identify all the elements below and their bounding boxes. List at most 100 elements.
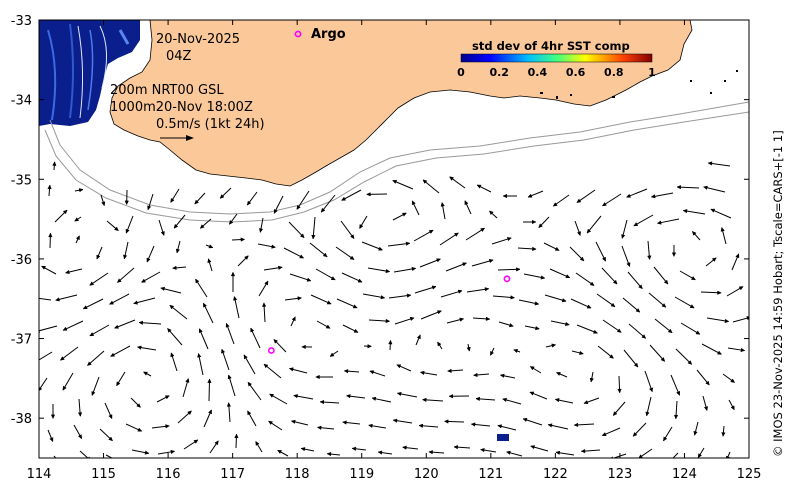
colorbar-tick-label: 0.4 bbox=[528, 66, 548, 79]
current-arrow-head bbox=[527, 193, 533, 198]
current-arrow-head bbox=[58, 461, 62, 465]
current-arrow-head bbox=[170, 449, 176, 455]
current-arrow-head bbox=[660, 357, 666, 362]
current-arrow-head bbox=[89, 332, 95, 337]
current-arrow-head bbox=[480, 447, 485, 453]
current-arrow-head bbox=[449, 176, 454, 181]
current-arrow-head bbox=[663, 436, 668, 442]
current-arrow-head bbox=[164, 395, 170, 400]
y-tick-label: -38 bbox=[11, 412, 32, 427]
plot-frame bbox=[38, 19, 750, 459]
current-arrow-head bbox=[65, 269, 70, 275]
current-arrow-head bbox=[617, 388, 622, 394]
current-arrow-head bbox=[278, 265, 283, 270]
current-arrow-head bbox=[219, 194, 225, 199]
current-arrow-head bbox=[540, 275, 546, 280]
current-arrow-head bbox=[49, 437, 54, 443]
current-arrow-head bbox=[385, 268, 391, 274]
current-arrow-head bbox=[626, 262, 631, 268]
current-arrow-head bbox=[89, 281, 95, 286]
current-arrow-head bbox=[299, 254, 305, 259]
current-arrow-head bbox=[137, 427, 143, 432]
current-arrow-head bbox=[554, 246, 560, 251]
current-arrow-head bbox=[717, 350, 722, 355]
current-arrow-head bbox=[490, 350, 495, 356]
current-arrow-head bbox=[436, 310, 442, 315]
current-arrow-head bbox=[234, 433, 239, 439]
current-arrow-head bbox=[301, 344, 306, 350]
current-arrow-head bbox=[583, 400, 589, 405]
current-arrow bbox=[105, 454, 113, 458]
current-arrow-head bbox=[144, 450, 150, 455]
current-arrow-head bbox=[143, 371, 148, 376]
contour-legend-line-1: 200m NRT00 GSL bbox=[110, 83, 224, 98]
current-arrow-head bbox=[246, 200, 252, 206]
current-arrow-head bbox=[661, 303, 667, 308]
current-arrow-head bbox=[593, 329, 598, 334]
current-arrow-head bbox=[114, 226, 119, 232]
current-arrow-head bbox=[116, 459, 120, 462]
current-arrow-head bbox=[485, 316, 491, 321]
current-arrow-head bbox=[635, 308, 641, 313]
current-arrow-head bbox=[406, 293, 412, 298]
current-arrow-head bbox=[228, 219, 234, 225]
x-tick-label: 118 bbox=[285, 467, 310, 482]
current-arrow-head bbox=[676, 185, 681, 190]
current-arrow-head bbox=[576, 198, 582, 203]
x-tick-label: 122 bbox=[543, 467, 568, 482]
x-axis: 114 115 116 117 118 119 120 121 122 123 124 125 bbox=[27, 20, 761, 482]
current-arrow-head bbox=[62, 326, 68, 331]
current-arrow bbox=[53, 455, 57, 458]
current-arrow-head bbox=[707, 161, 713, 166]
x-tick-label: 116 bbox=[156, 467, 181, 482]
current-arrow-head bbox=[258, 228, 264, 233]
current-arrows bbox=[39, 161, 749, 465]
current-arrow-head bbox=[50, 414, 56, 420]
x-tick-label: 120 bbox=[414, 467, 439, 482]
x-tick-label: 119 bbox=[349, 467, 374, 482]
current-arrow-head bbox=[173, 223, 179, 229]
current-arrow-head bbox=[214, 440, 219, 446]
current-arrow-head bbox=[669, 459, 673, 463]
current-arrow-head bbox=[453, 445, 459, 450]
current-arrow-head bbox=[87, 361, 92, 366]
current-arrow-head bbox=[59, 356, 65, 361]
current-arrow-head bbox=[513, 349, 519, 354]
current-arrow-head bbox=[565, 274, 571, 279]
current-arrow-head bbox=[203, 302, 208, 308]
y-tick-label: -37 bbox=[11, 333, 32, 348]
current-arrow-head bbox=[626, 193, 631, 198]
current-arrow-head bbox=[473, 372, 478, 378]
current-arrow-head bbox=[165, 424, 170, 429]
current-arrow-head bbox=[167, 327, 172, 333]
current-arrow-head bbox=[671, 252, 677, 257]
current-arrow-head bbox=[175, 248, 180, 254]
current-arrow-head bbox=[208, 244, 214, 249]
y-tick-label: -33 bbox=[11, 14, 32, 29]
current-arrow-head bbox=[586, 304, 592, 309]
current-arrow-head bbox=[273, 339, 279, 344]
current-arrow-head bbox=[693, 430, 698, 436]
x-tick-label: 121 bbox=[478, 467, 503, 482]
current-arrow-head bbox=[388, 339, 393, 345]
x-tick-label: 114 bbox=[27, 467, 52, 482]
current-arrow-head bbox=[484, 287, 490, 292]
current-arrow-head bbox=[247, 381, 253, 387]
current-arrow-head bbox=[377, 450, 383, 455]
current-arrow-head bbox=[101, 201, 106, 207]
current-arrow-head bbox=[457, 289, 463, 294]
current-arrow-head bbox=[110, 352, 116, 357]
current-arrow-head bbox=[476, 184, 482, 189]
current-arrow-head bbox=[300, 447, 306, 452]
current-arrow-head bbox=[124, 200, 129, 206]
current-arrow-head bbox=[264, 280, 269, 286]
current-arrow-head bbox=[380, 295, 386, 300]
current-arrow-head bbox=[561, 298, 567, 303]
contour-1000m bbox=[44, 111, 749, 223]
current-arrow-head bbox=[428, 229, 434, 234]
current-arrow-head bbox=[385, 318, 391, 324]
current-arrow-head bbox=[448, 394, 454, 399]
current-arrow-head bbox=[350, 234, 355, 240]
current-arrow-head bbox=[133, 300, 138, 305]
current-arrow-head bbox=[187, 410, 192, 416]
